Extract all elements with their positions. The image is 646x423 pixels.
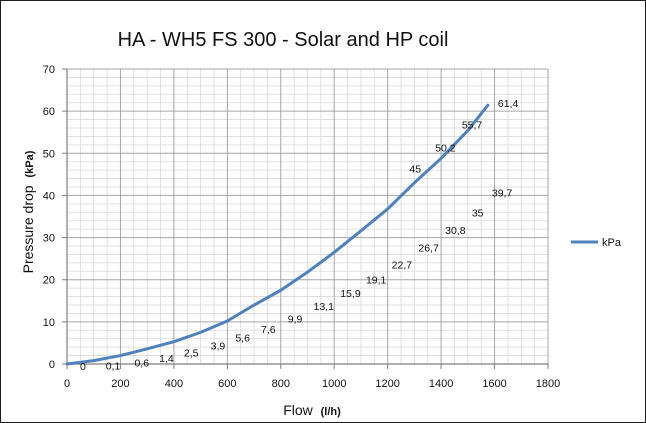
x-axis-unit: (l/h)	[321, 406, 341, 418]
data-label: 45	[409, 163, 421, 175]
data-label: 0	[80, 361, 86, 373]
legend: kPa	[571, 237, 622, 249]
x-tick-label: 400	[165, 378, 183, 390]
data-label: 0,1	[106, 361, 121, 373]
y-tick-label: 30	[43, 233, 55, 245]
x-tick-label: 1400	[429, 378, 453, 390]
data-label: 55,7	[462, 119, 483, 131]
tick-labels: 0 200 400 600 800 1000 1200 1400 1600 18000102030…	[43, 64, 560, 390]
data-label: 1,4	[159, 353, 174, 365]
data-label: 22,7	[392, 259, 413, 271]
y-tick-label: 40	[43, 190, 55, 202]
x-tick-label: 0	[64, 378, 70, 390]
chart-axes	[62, 68, 549, 369]
data-label: 26,7	[418, 242, 439, 254]
y-axis-unit: (kPa)	[24, 150, 36, 177]
data-label: 30,8	[445, 225, 466, 237]
y-axis-label: Pressure drop	[20, 185, 36, 273]
data-label: 0,6	[134, 357, 149, 369]
data-label: 61,4	[498, 98, 519, 110]
y-tick-label: 60	[43, 106, 55, 118]
chart-title: HA - WH5 FS 300 - Solar and HP coil	[118, 29, 449, 51]
data-label: 39,7	[492, 188, 513, 200]
y-tick-label: 50	[43, 148, 55, 160]
svg-text:Flow (l/h): Flow (l/h)	[283, 402, 341, 418]
y-tick-label: 20	[43, 275, 55, 287]
data-label: 5,6	[235, 332, 250, 344]
data-label: 35	[472, 208, 484, 220]
data-label: 19,1	[366, 275, 387, 287]
svg-text:Pressure drop (kPa): Pressure drop (kPa)	[20, 150, 36, 273]
minor-gridlines	[67, 69, 548, 364]
y-tick-label: 70	[43, 64, 55, 76]
x-tick-label: 1600	[482, 378, 506, 390]
data-label: 15,9	[340, 288, 361, 300]
data-labels: 0 0,1 0,6 1,4 2,5 3,9 5,6 7,6 9,9 13,1 15,9 19,1 22,…	[80, 98, 518, 373]
y-tick-label: 10	[43, 317, 55, 329]
data-label: 2,5	[184, 347, 199, 359]
x-axis-label: Flow	[283, 402, 313, 418]
data-label: 50,2	[435, 142, 456, 154]
series-line-kpa	[65, 103, 490, 366]
x-tick-label: 600	[218, 378, 236, 390]
data-label: 3,9	[211, 341, 226, 353]
data-label: 9,9	[288, 313, 303, 325]
legend-label: kPa	[602, 237, 622, 249]
x-tick-label: 200	[111, 378, 129, 390]
series-kpa	[65, 103, 490, 366]
x-tick-label: 1000	[322, 378, 346, 390]
y-axis-title: Pressure drop (kPa)	[20, 150, 36, 273]
y-tick-label: 0	[49, 359, 55, 371]
x-tick-label: 1800	[536, 378, 560, 390]
x-tick-label: 1200	[375, 378, 399, 390]
data-label: 13,1	[314, 301, 335, 313]
data-label: 7,6	[261, 324, 276, 336]
x-axis-title: Flow (l/h)	[283, 402, 341, 418]
x-tick-label: 800	[272, 378, 290, 390]
